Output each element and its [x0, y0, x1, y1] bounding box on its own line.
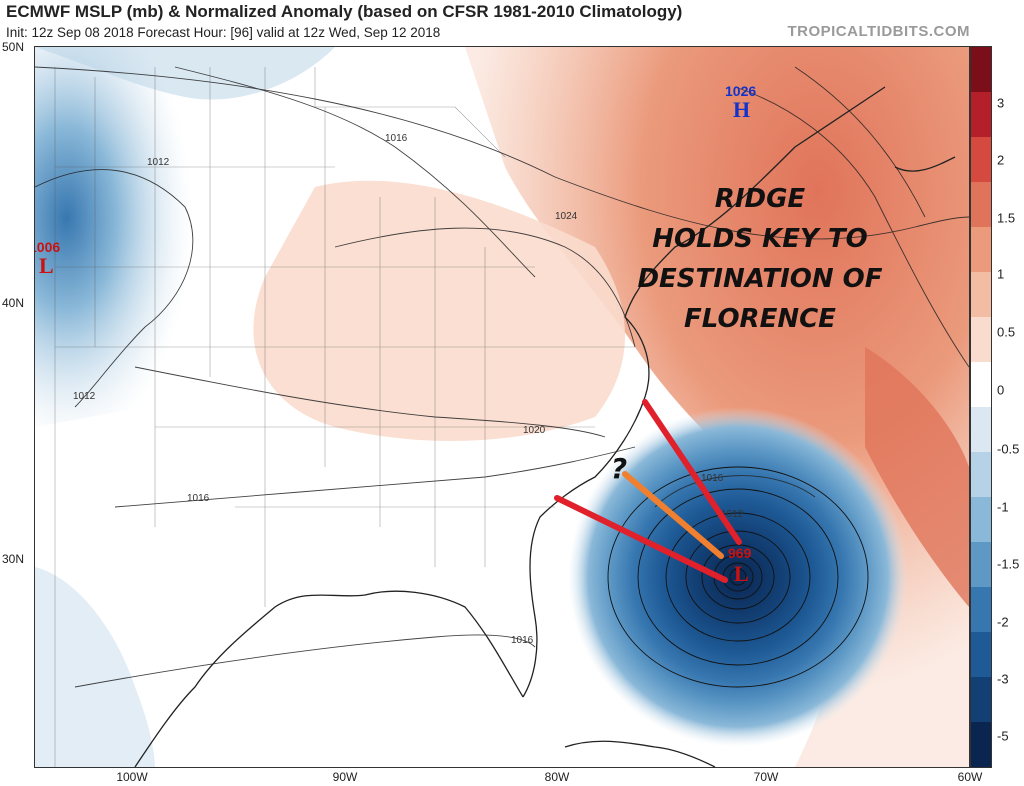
colorbar-tick-label: 0: [997, 382, 1005, 398]
isobar-label: 1016: [701, 473, 724, 484]
lat-label-50n: 50N: [2, 40, 25, 54]
colorbar: [970, 46, 992, 768]
storm-isobars: [607, 466, 869, 688]
colorbar-tick-label: -1.5: [997, 556, 1020, 572]
isobar-label: 1012: [721, 509, 744, 520]
colorbar-segment: [971, 272, 991, 317]
lat-label-40n: 40N: [2, 296, 25, 310]
colorbar-segment: [971, 362, 991, 407]
colorbar-tick-label: 0.5: [997, 324, 1016, 340]
source-watermark: TROPICALTIDBITS.COM: [787, 23, 970, 40]
colorbar-segment: [971, 497, 991, 542]
lon-label-70w: 70W: [753, 770, 779, 784]
colorbar-segment: [971, 587, 991, 632]
chart-subtitle: Init: 12z Sep 08 2018 Forecast Hour: [96…: [6, 25, 441, 40]
colorbar-segment: [971, 227, 991, 272]
colorbar-segment: [971, 722, 991, 767]
map-panel[interactable]: 1016 1012 1024 1012 1020 1016 1016 1012 …: [34, 46, 970, 768]
isobars: [35, 66, 969, 688]
colorbar-segment: [971, 182, 991, 227]
lon-label-90w: 90W: [332, 770, 358, 784]
isobar-label: 1016: [385, 133, 408, 144]
isobar-label: 1020: [523, 425, 546, 436]
colorbar-tick-label: 3: [997, 95, 1005, 111]
colorbar-segment: [971, 407, 991, 452]
colorbar-tick-label: -1: [997, 499, 1009, 515]
southwest-cool-anomaly: [35, 567, 155, 767]
coastlines: [134, 86, 956, 767]
high-1026-value: 1026: [725, 83, 757, 99]
lon-label-100w: 100W: [116, 770, 148, 784]
west-cool-anomaly: [35, 47, 245, 427]
colorbar-segment: [971, 542, 991, 587]
inland-warm-anomaly: [253, 180, 625, 441]
colorbar-tick-label: -2: [997, 614, 1009, 630]
nova-scotia-coast: [894, 156, 956, 172]
low-1006-symbol: L: [39, 253, 54, 278]
lat-label-30n: 30N: [2, 552, 25, 566]
mid-atlantic-ne-coast: [624, 86, 886, 398]
chart-title: ECMWF MSLP (mb) & Normalized Anomaly (ba…: [6, 2, 683, 21]
colorbar-segment: [971, 47, 991, 92]
low-969-value: 969: [728, 545, 752, 561]
north-cool-anomaly: [35, 47, 335, 100]
isobar-label: 1012: [73, 391, 96, 402]
question-mark: ?: [610, 452, 628, 485]
arrow-middle: [622, 471, 724, 559]
lon-label-80w: 80W: [544, 770, 570, 784]
cuba-coast: [564, 740, 716, 767]
annotation-line: HOLDS KEY TO: [652, 224, 868, 254]
colorbar-tick-label: -5: [997, 728, 1009, 744]
colorbar-tick-label: -0.5: [997, 441, 1020, 457]
colorbar-tick-label: 1.5: [997, 210, 1016, 226]
lon-label-60w: 60W: [957, 770, 983, 784]
colorbar-segment: [971, 452, 991, 497]
gulf-coast: [134, 590, 524, 767]
storm-anomaly: [568, 407, 908, 747]
arrow-north: [642, 399, 742, 545]
annotation-line: DESTINATION OF: [637, 264, 883, 294]
annotation-line: RIDGE: [714, 184, 806, 214]
isobar-label: 1024: [555, 211, 578, 222]
colorbar-tick-label: -3: [997, 671, 1009, 687]
annotation-line: FLORENCE: [684, 304, 836, 334]
isobar-label: 1012: [147, 157, 170, 168]
colorbar-segment: [971, 632, 991, 677]
state-borders: [54, 67, 635, 767]
colorbar-segment: [971, 137, 991, 182]
low-969-symbol: L: [734, 561, 749, 586]
us-east-coast: [522, 396, 646, 698]
high-1026-symbol: H: [733, 97, 751, 122]
colorbar-segment: [971, 317, 991, 362]
isobar-label: 1016: [187, 493, 210, 504]
isobar-labels: 1016 1012 1024 1012 1020 1016 1016 1012 …: [73, 133, 744, 646]
isobar-label: 1016: [511, 635, 534, 646]
annotation-arrows: [554, 399, 742, 583]
low-1006-value: 1006: [35, 239, 61, 255]
colorbar-segment: [971, 92, 991, 137]
colorbar-segment: [971, 677, 991, 722]
colorbar-tick-label: 1: [997, 266, 1005, 282]
map-canvas: 1016 1012 1024 1012 1020 1016 1016 1012 …: [35, 47, 969, 767]
ridge-annotation: RIDGE HOLDS KEY TO DESTINATION OF FLOREN…: [570, 179, 950, 339]
ridge-anomaly-core: [865, 347, 969, 607]
arrow-west: [554, 495, 728, 583]
colorbar-tick-label: 2: [997, 152, 1005, 168]
